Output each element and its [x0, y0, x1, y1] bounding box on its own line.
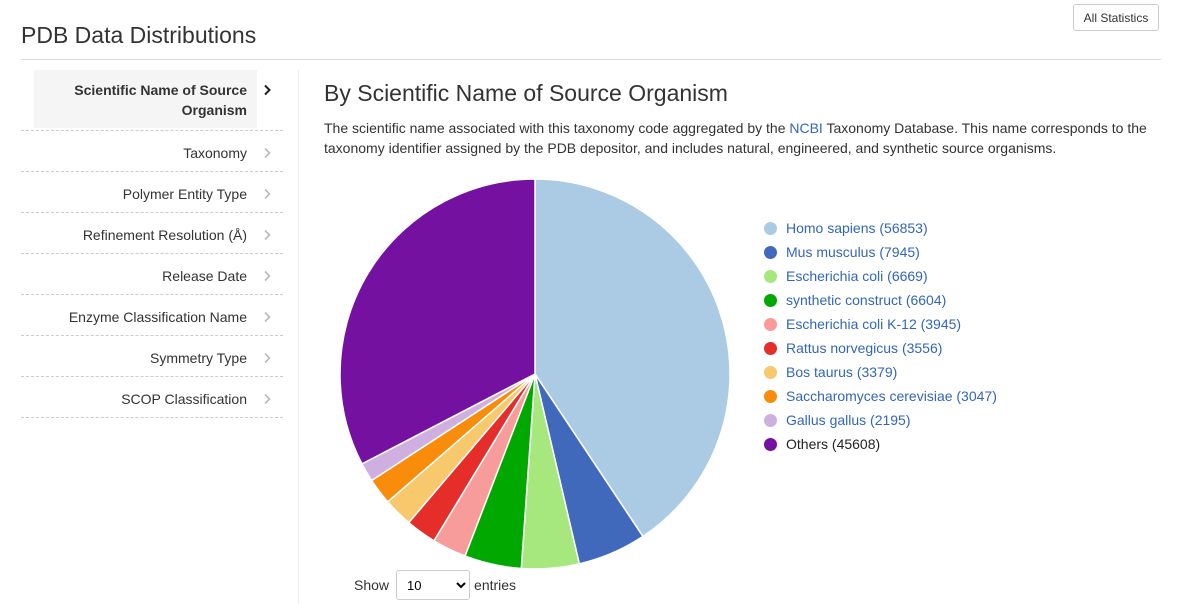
- section-description: The scientific name associated with this…: [324, 118, 1164, 158]
- sidebar-item-label: Refinement Resolution (Å): [82, 227, 247, 243]
- legend-swatch: [764, 413, 777, 427]
- legend-swatch: [764, 317, 777, 331]
- sidebar-item-label: SCOP Classification: [121, 391, 247, 407]
- legend-swatch: [764, 293, 777, 307]
- chevron-right-icon: [264, 84, 271, 96]
- legend-swatch: [764, 437, 777, 451]
- legend-label: Others (45608): [786, 436, 881, 452]
- sidebar-divider: [298, 70, 299, 604]
- all-statistics-button[interactable]: All Statistics: [1073, 4, 1159, 31]
- legend-item[interactable]: Gallus gallus (2195): [764, 408, 997, 432]
- legend-label[interactable]: Rattus norvegicus (3556): [786, 340, 943, 356]
- chevron-right-icon: [264, 352, 271, 364]
- legend-label[interactable]: Mus musculus (7945): [786, 244, 920, 260]
- description-text-post: Taxonomy Database. This name corresponds…: [324, 120, 1147, 156]
- chevron-right-icon: [264, 393, 271, 405]
- legend-label[interactable]: Escherichia coli (6669): [786, 268, 928, 284]
- sidebar-item-release-date[interactable]: Release Date: [21, 254, 283, 295]
- sidebar-item-polymer-entity-type[interactable]: Polymer Entity Type: [21, 172, 283, 213]
- sidebar-item-symmetry-type[interactable]: Symmetry Type: [21, 336, 283, 377]
- legend-item[interactable]: Saccharomyces cerevisiae (3047): [764, 384, 997, 408]
- title-divider: [21, 59, 1161, 60]
- legend-label[interactable]: Saccharomyces cerevisiae (3047): [786, 388, 997, 404]
- sidebar-item-label: Release Date: [162, 268, 247, 284]
- legend-swatch: [764, 341, 777, 355]
- legend-label[interactable]: Bos taurus (3379): [786, 364, 898, 380]
- chevron-right-icon: [264, 270, 271, 282]
- ncbi-link[interactable]: NCBI: [789, 120, 823, 136]
- legend-label[interactable]: Escherichia coli K-12 (3945): [786, 316, 962, 332]
- entries-label: entries: [474, 577, 517, 593]
- page-title: PDB Data Distributions: [21, 22, 257, 48]
- legend-item[interactable]: Escherichia coli K-12 (3945): [764, 312, 997, 336]
- chevron-right-icon: [264, 188, 271, 200]
- legend-swatch: [764, 365, 777, 379]
- legend-swatch: [764, 245, 777, 259]
- legend-swatch: [764, 269, 777, 283]
- legend-swatch: [764, 389, 777, 403]
- legend-item[interactable]: Rattus norvegicus (3556): [764, 336, 997, 360]
- pie-slice-others[interactable]: [339, 178, 536, 465]
- sidebar-item-scientific-name[interactable]: Scientific Name of Source Organism: [21, 70, 283, 131]
- legend-item[interactable]: Mus musculus (7945): [764, 240, 997, 264]
- entries-control: Show 10 entries: [354, 570, 516, 600]
- sidebar-item-refinement-resolution[interactable]: Refinement Resolution (Å): [21, 213, 283, 254]
- legend-item[interactable]: Escherichia coli (6669): [764, 264, 997, 288]
- legend-item[interactable]: synthetic construct (6604): [764, 288, 997, 312]
- sidebar-item-taxonomy[interactable]: Taxonomy: [21, 131, 283, 172]
- sidebar-item-label: Symmetry Type: [150, 350, 247, 366]
- pie-chart: [339, 178, 731, 570]
- sidebar-item-enzyme-classification[interactable]: Enzyme Classification Name: [21, 295, 283, 336]
- section-title: By Scientific Name of Source Organism: [324, 80, 728, 106]
- chevron-right-icon: [264, 229, 271, 241]
- chevron-right-icon: [264, 147, 271, 159]
- sidebar-item-label: Taxonomy: [183, 145, 247, 161]
- legend-label[interactable]: Gallus gallus (2195): [786, 412, 911, 428]
- sidebar-item-label: Scientific Name of Source Organism: [57, 80, 247, 120]
- legend-item[interactable]: Bos taurus (3379): [764, 360, 997, 384]
- legend-label[interactable]: Homo sapiens (56853): [786, 220, 928, 236]
- sidebar-item-label-line1: Scientific Name of Source: [74, 82, 247, 98]
- sidebar-item-label: Polymer Entity Type: [122, 186, 247, 202]
- sidebar-item-label: Enzyme Classification Name: [68, 309, 247, 325]
- sidebar-nav: Scientific Name of Source Organism Taxon…: [21, 70, 283, 418]
- legend-label[interactable]: synthetic construct (6604): [786, 292, 947, 308]
- chart-legend: Homo sapiens (56853) Mus musculus (7945) E…: [764, 216, 997, 456]
- sidebar-item-label-line2: Organism: [181, 102, 247, 118]
- description-text-pre: The scientific name associated with this…: [324, 120, 790, 136]
- legend-swatch: [764, 221, 777, 235]
- show-label: Show: [354, 577, 390, 593]
- entries-select[interactable]: 10: [396, 570, 471, 600]
- legend-item[interactable]: Homo sapiens (56853): [764, 216, 997, 240]
- legend-item[interactable]: Others (45608): [764, 432, 997, 456]
- chevron-right-icon: [264, 311, 271, 323]
- sidebar-item-scop-classification[interactable]: SCOP Classification: [21, 377, 283, 418]
- active-item-highlight: [34, 70, 257, 128]
